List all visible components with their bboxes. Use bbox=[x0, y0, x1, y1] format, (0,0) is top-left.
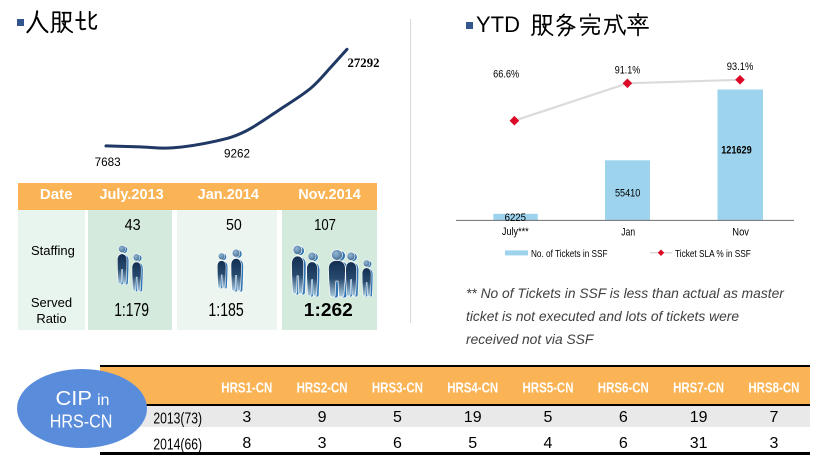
svg-text:HRS1-CN: HRS1-CN bbox=[221, 380, 272, 396]
svg-text:1:185: 1:185 bbox=[208, 299, 243, 320]
svg-text:Nov: Nov bbox=[732, 227, 749, 239]
svg-text:9: 9 bbox=[318, 409, 327, 426]
svg-text:5: 5 bbox=[544, 409, 553, 426]
svg-text:1:179: 1:179 bbox=[114, 299, 149, 320]
svg-text:8: 8 bbox=[242, 435, 251, 452]
svg-text:6: 6 bbox=[619, 435, 628, 452]
svg-text:5: 5 bbox=[393, 409, 402, 426]
svg-text:Ticket SLA % in SSF: Ticket SLA % in SSF bbox=[675, 249, 751, 260]
svg-text:91.1%: 91.1% bbox=[615, 65, 641, 77]
svg-text:66.6%: 66.6% bbox=[493, 69, 519, 81]
svg-text:HRS5-CN: HRS5-CN bbox=[523, 380, 574, 396]
svg-text:CIP: CIP bbox=[56, 387, 93, 410]
svg-text:7683: 7683 bbox=[95, 156, 121, 169]
svg-text:HRS6-CN: HRS6-CN bbox=[598, 380, 649, 396]
svg-text:50: 50 bbox=[226, 217, 242, 234]
svg-text:93.1%: 93.1% bbox=[727, 61, 754, 73]
svg-text:No. of Tickets in SSF: No. of Tickets in SSF bbox=[531, 249, 608, 260]
svg-text:31: 31 bbox=[690, 435, 708, 452]
svg-text:6: 6 bbox=[393, 435, 402, 452]
svg-text:19: 19 bbox=[464, 409, 482, 426]
svg-text:5: 5 bbox=[468, 435, 477, 452]
svg-text:HRS4-CN: HRS4-CN bbox=[447, 380, 498, 396]
svg-text:in: in bbox=[97, 392, 109, 409]
svg-text:HRS3-CN: HRS3-CN bbox=[372, 380, 423, 396]
svg-text:HRS2-CN: HRS2-CN bbox=[297, 380, 348, 396]
svg-text:9262: 9262 bbox=[224, 147, 250, 160]
svg-text:7: 7 bbox=[769, 409, 778, 426]
svg-text:3: 3 bbox=[242, 409, 251, 426]
svg-text:6: 6 bbox=[619, 409, 628, 426]
svg-text:2014(66): 2014(66) bbox=[153, 436, 202, 453]
svg-text:1:262: 1:262 bbox=[304, 299, 353, 320]
svg-text:Jan: Jan bbox=[621, 227, 635, 239]
svg-text:6225: 6225 bbox=[505, 212, 526, 224]
svg-text:HRS7-CN: HRS7-CN bbox=[673, 380, 724, 396]
svg-text:27292: 27292 bbox=[348, 56, 380, 70]
svg-text:July***: July*** bbox=[502, 226, 529, 238]
svg-text:3: 3 bbox=[318, 435, 327, 452]
svg-text:3: 3 bbox=[769, 435, 778, 452]
svg-text:121629: 121629 bbox=[721, 144, 752, 156]
svg-text:55410: 55410 bbox=[615, 188, 640, 200]
svg-text:HRS8-CN: HRS8-CN bbox=[748, 380, 799, 396]
svg-text:4: 4 bbox=[544, 435, 553, 452]
svg-text:107: 107 bbox=[314, 217, 336, 234]
svg-text:43: 43 bbox=[125, 217, 141, 234]
svg-text:19: 19 bbox=[690, 409, 708, 426]
svg-text:2013(73): 2013(73) bbox=[153, 410, 202, 427]
svg-text:HRS-CN: HRS-CN bbox=[50, 412, 113, 432]
